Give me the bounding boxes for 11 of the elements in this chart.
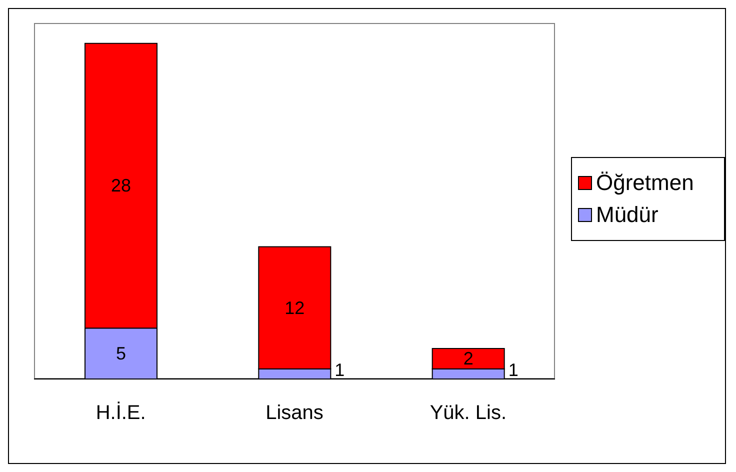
data-label: 1 [334, 360, 345, 380]
data-label: 5 [116, 344, 126, 364]
data-label: 12 [284, 298, 305, 318]
data-label: 28 [110, 176, 132, 196]
data-label: 1 [508, 360, 518, 380]
data-label: 2 [463, 348, 474, 369]
legend-label: Öğretmen [596, 170, 694, 196]
x-tick-label: Lisans [266, 402, 324, 424]
x-tick-label: Yük. Lis. [430, 402, 507, 424]
x-tick-label: H.İ.E. [96, 401, 146, 424]
legend-label: Müdür [596, 202, 658, 228]
